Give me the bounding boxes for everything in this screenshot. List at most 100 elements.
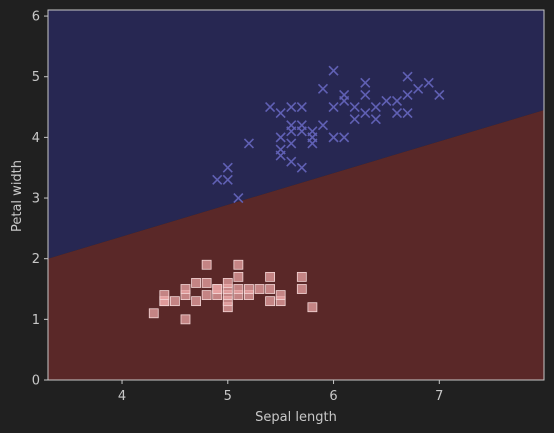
y-tick-label: 1 — [32, 313, 40, 328]
x-marker — [370, 114, 381, 125]
x-marker-stroke — [296, 101, 307, 113]
x-marker-stroke — [370, 114, 381, 125]
x-marker-stroke — [349, 114, 360, 125]
x-marker — [275, 108, 286, 119]
square-marker — [265, 296, 275, 307]
x-marker — [339, 89, 350, 100]
x-marker-stroke — [296, 162, 307, 173]
x-marker-stroke — [391, 108, 403, 119]
x-marker-stroke — [265, 101, 276, 113]
x-marker-stroke — [349, 101, 360, 113]
square-marker — [180, 314, 191, 325]
square-marker — [201, 278, 212, 288]
x-marker-stroke — [402, 71, 413, 82]
square-marker — [296, 271, 307, 282]
square-marker — [244, 284, 254, 294]
x-marker — [423, 77, 434, 88]
square-marker — [201, 290, 212, 300]
x-marker — [265, 101, 276, 113]
x-marker — [286, 101, 297, 113]
x-marker-stroke — [381, 95, 392, 107]
x-tick-label: 4 — [118, 389, 126, 404]
x-marker — [413, 83, 424, 94]
x-marker — [349, 114, 360, 125]
square-marker — [180, 284, 191, 294]
x-marker-stroke — [286, 120, 297, 131]
x-marker-stroke — [317, 120, 329, 131]
x-marker — [391, 108, 403, 119]
decision-region-below — [48, 110, 544, 380]
square-marker — [265, 271, 275, 282]
x-marker — [339, 132, 350, 143]
square-marker — [191, 296, 201, 307]
x-marker — [370, 101, 381, 113]
x-tick-label: 5 — [224, 389, 232, 404]
x-marker — [317, 120, 329, 131]
x-marker-stroke — [222, 162, 233, 173]
x-marker-stroke — [275, 144, 286, 155]
square-marker — [201, 259, 212, 270]
plot-frame — [47, 9, 545, 381]
x-marker — [286, 156, 297, 167]
x-marker-stroke — [360, 77, 371, 88]
plot-area — [47, 9, 545, 381]
y-tick-label: 0 — [32, 374, 40, 389]
x-marker-stroke — [402, 108, 413, 119]
x-marker-stroke — [307, 126, 318, 137]
x-axis-title: Sepal length — [255, 410, 337, 425]
x-marker-stroke — [222, 174, 233, 185]
x-marker-stroke — [275, 108, 286, 119]
x-marker — [275, 132, 286, 143]
square-marker — [233, 284, 244, 294]
x-marker-stroke — [233, 192, 244, 204]
square-marker — [222, 278, 233, 288]
x-marker-stroke — [434, 89, 445, 100]
x-marker-stroke — [212, 174, 223, 185]
x-marker — [296, 120, 307, 131]
x-marker — [307, 126, 318, 137]
square-marker — [254, 284, 265, 294]
square-marker — [148, 308, 159, 319]
x-marker — [381, 95, 392, 107]
square-marker — [296, 284, 307, 294]
y-tick-label: 6 — [32, 10, 40, 25]
square-marker — [275, 290, 286, 300]
square-marker — [233, 271, 244, 282]
x-marker — [317, 83, 329, 94]
x-axis: 4 5 6 7 — [118, 380, 443, 404]
x-tick-label: 7 — [435, 389, 443, 404]
x-marker — [286, 120, 297, 131]
x-marker-stroke — [286, 156, 297, 167]
y-axis: 0 1 2 3 4 5 6 — [32, 10, 48, 389]
square-marker — [265, 284, 275, 294]
x-marker — [233, 192, 244, 204]
x-marker — [360, 77, 371, 88]
y-tick-label: 3 — [32, 192, 40, 207]
x-marker — [434, 89, 445, 100]
x-marker — [286, 138, 297, 149]
x-marker — [212, 174, 223, 185]
x-marker — [328, 101, 339, 113]
square-marker — [233, 259, 244, 270]
x-marker-stroke — [286, 138, 297, 149]
x-marker-stroke — [339, 89, 350, 100]
x-tick-label: 6 — [329, 389, 337, 404]
x-marker — [360, 108, 371, 119]
x-marker — [243, 138, 255, 149]
decision-region-above — [48, 10, 544, 259]
x-marker-stroke — [360, 89, 371, 100]
x-marker-stroke — [328, 65, 339, 76]
x-marker-stroke — [243, 138, 255, 149]
x-marker — [349, 101, 360, 113]
square-marker — [307, 302, 318, 313]
data-points — [148, 65, 445, 325]
y-tick-label: 5 — [32, 70, 40, 85]
x-marker — [402, 89, 413, 100]
x-marker-stroke — [339, 132, 350, 143]
x-marker — [275, 144, 286, 155]
x-marker — [296, 101, 307, 113]
x-marker — [402, 108, 413, 119]
x-marker-stroke — [275, 132, 286, 143]
x-marker — [296, 162, 307, 173]
